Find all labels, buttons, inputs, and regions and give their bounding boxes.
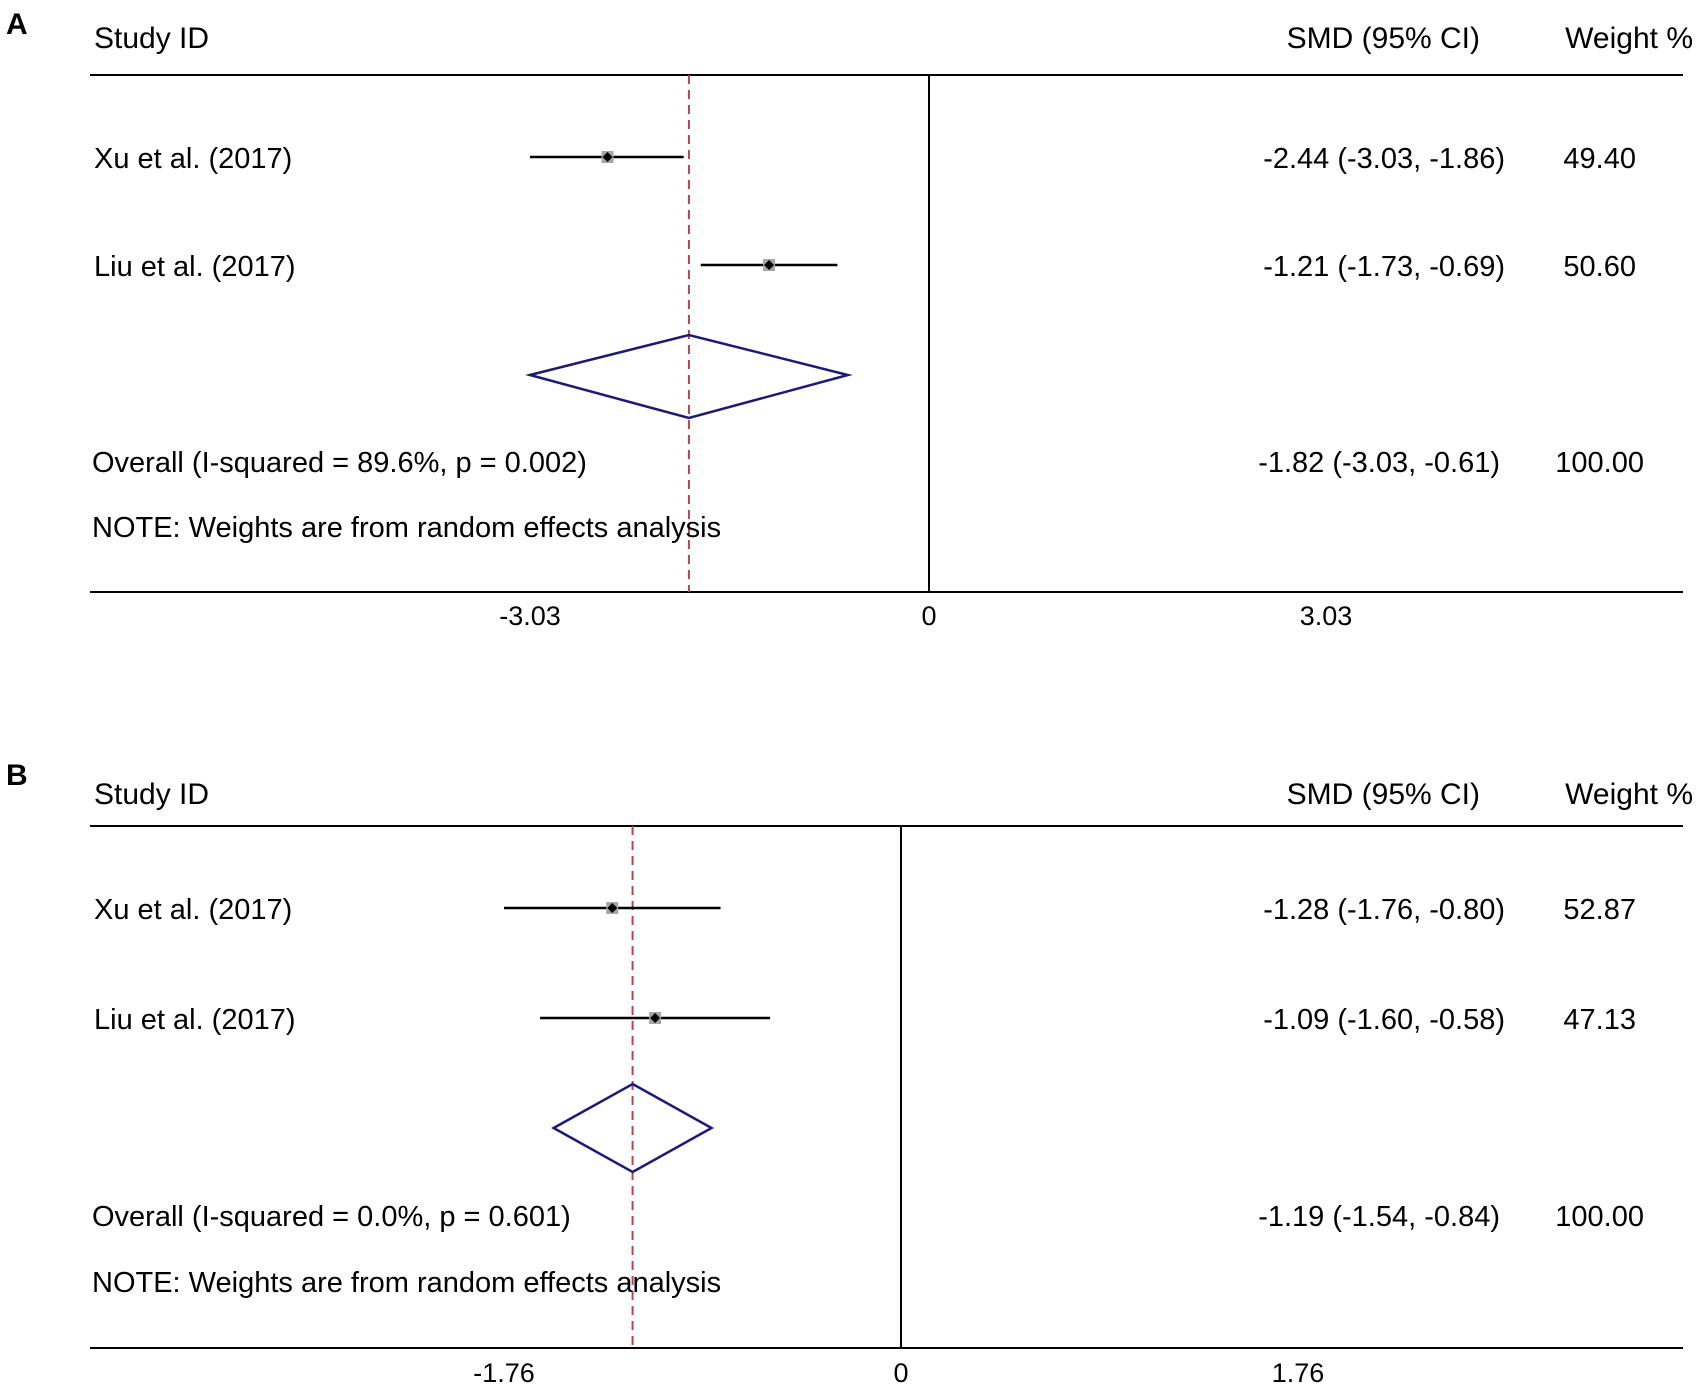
x-tick-label: 1.76	[1272, 1358, 1325, 1388]
point-estimate-marker	[607, 903, 618, 913]
overall-diamond	[525, 333, 853, 420]
study-weight: 49.40	[1563, 143, 1636, 175]
study-label: Xu et al. (2017)	[94, 143, 292, 175]
panel-label: A	[6, 8, 28, 41]
weights-note: NOTE: Weights are from random effects an…	[92, 512, 721, 544]
overall-smd-ci: -1.82 (-3.03, -0.61)	[1258, 447, 1500, 479]
overall-diamond	[551, 1082, 715, 1174]
overall-weight: 100.00	[1555, 447, 1644, 479]
study-weight: 47.13	[1563, 1004, 1636, 1036]
header-study-id: Study ID	[94, 22, 209, 55]
weights-note: NOTE: Weights are from random effects an…	[92, 1267, 721, 1299]
header-smd: SMD (95% CI)	[1287, 22, 1480, 55]
panel-label: B	[6, 759, 28, 792]
header-weight: Weight %	[1565, 778, 1693, 811]
header-smd: SMD (95% CI)	[1287, 778, 1480, 811]
overall-smd-ci: -1.19 (-1.54, -0.84)	[1258, 1201, 1500, 1233]
study-smd-ci: -2.44 (-3.03, -1.86)	[1263, 143, 1505, 175]
study-weight: 52.87	[1563, 894, 1636, 926]
study-smd-ci: -1.28 (-1.76, -0.80)	[1263, 894, 1505, 926]
point-estimate-marker	[602, 152, 613, 162]
overall-label: Overall (I-squared = 89.6%, p = 0.002)	[92, 447, 587, 479]
point-estimate-marker	[764, 260, 775, 270]
x-tick-label: 0	[893, 1358, 908, 1388]
overall-weight: 100.00	[1555, 1201, 1644, 1233]
x-tick-label: -3.03	[499, 601, 561, 631]
x-tick-label: -1.76	[473, 1358, 535, 1388]
study-weight: 50.60	[1563, 251, 1636, 283]
header-study-id: Study ID	[94, 778, 209, 811]
study-label: Liu et al. (2017)	[94, 251, 296, 283]
study-smd-ci: -1.09 (-1.60, -0.58)	[1263, 1004, 1505, 1036]
point-estimate-marker	[650, 1013, 661, 1023]
study-smd-ci: -1.21 (-1.73, -0.69)	[1263, 251, 1505, 283]
study-label: Liu et al. (2017)	[94, 1004, 296, 1036]
study-label: Xu et al. (2017)	[94, 894, 292, 926]
header-weight: Weight %	[1565, 22, 1693, 55]
overall-label: Overall (I-squared = 0.0%, p = 0.601)	[92, 1201, 571, 1233]
x-tick-label: 0	[921, 601, 936, 631]
x-tick-label: 3.03	[1300, 601, 1353, 631]
